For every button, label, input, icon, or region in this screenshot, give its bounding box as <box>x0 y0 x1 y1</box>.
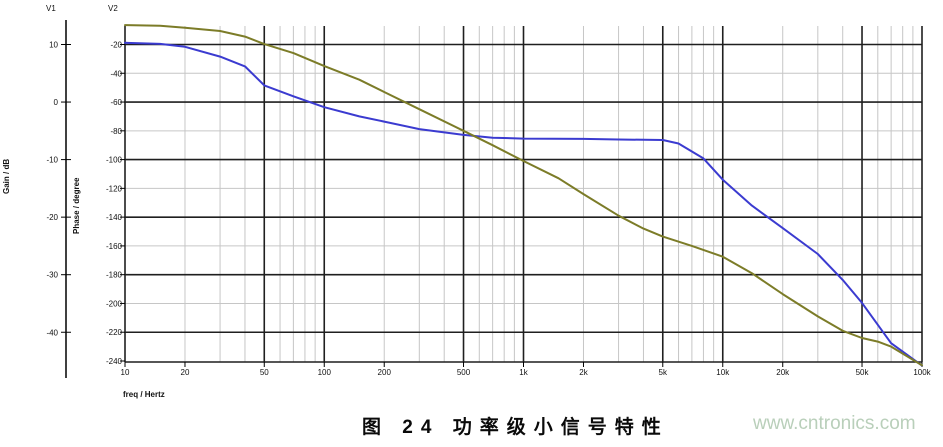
figure-caption: 图 24 功率级小信号特性 <box>362 417 669 438</box>
right-axis-name: V2 <box>108 4 118 13</box>
freq-tick-label: 10k <box>716 368 730 377</box>
freq-tick-label: 100k <box>913 368 931 377</box>
freq-tick-label: 20 <box>181 368 190 377</box>
phase-tick-label: -240 <box>106 357 123 366</box>
freq-tick-label: 50k <box>856 368 870 377</box>
phase-tick-label: -140 <box>106 213 123 222</box>
freq-tick-label: 5k <box>659 368 668 377</box>
freq-tick-label: 10 <box>121 368 130 377</box>
freq-tick-label: 2k <box>579 368 588 377</box>
freq-tick-label: 500 <box>457 368 471 377</box>
freq-tick-label: 100 <box>318 368 332 377</box>
phase-tick-label: -60 <box>110 98 122 107</box>
freq-tick-label: 1k <box>519 368 528 377</box>
freq-tick-label: 50 <box>260 368 269 377</box>
phase-tick-label: -160 <box>106 242 123 251</box>
freq-tick-label: 20k <box>776 368 790 377</box>
gain-tick-label: -40 <box>46 328 58 337</box>
phase-tick-label: -220 <box>106 328 123 337</box>
gain-tick-label: -10 <box>46 156 58 165</box>
phase-tick-label: -180 <box>106 271 123 280</box>
phase-tick-label: -20 <box>110 41 122 50</box>
gain-curve <box>124 41 923 367</box>
phase-tick-label: -100 <box>106 156 123 165</box>
phase-curve <box>124 24 923 367</box>
phase-tick-label: -80 <box>110 127 122 136</box>
gain-tick-label: 10 <box>49 41 58 50</box>
phase-tick-label: -120 <box>106 184 123 193</box>
freq-tick-label: 200 <box>378 368 392 377</box>
left-axis-name: V1 <box>46 4 56 13</box>
freq-axis-title: freq / Hertz <box>123 390 165 399</box>
watermark-text: www.cntronics.com <box>753 413 916 434</box>
phase-tick-label: -200 <box>106 299 123 308</box>
gain-tick-label: 0 <box>54 98 59 107</box>
gain-tick-label: -20 <box>46 213 58 222</box>
gain-tick-label: -30 <box>46 271 58 280</box>
phase-tick-label: -40 <box>110 69 122 78</box>
